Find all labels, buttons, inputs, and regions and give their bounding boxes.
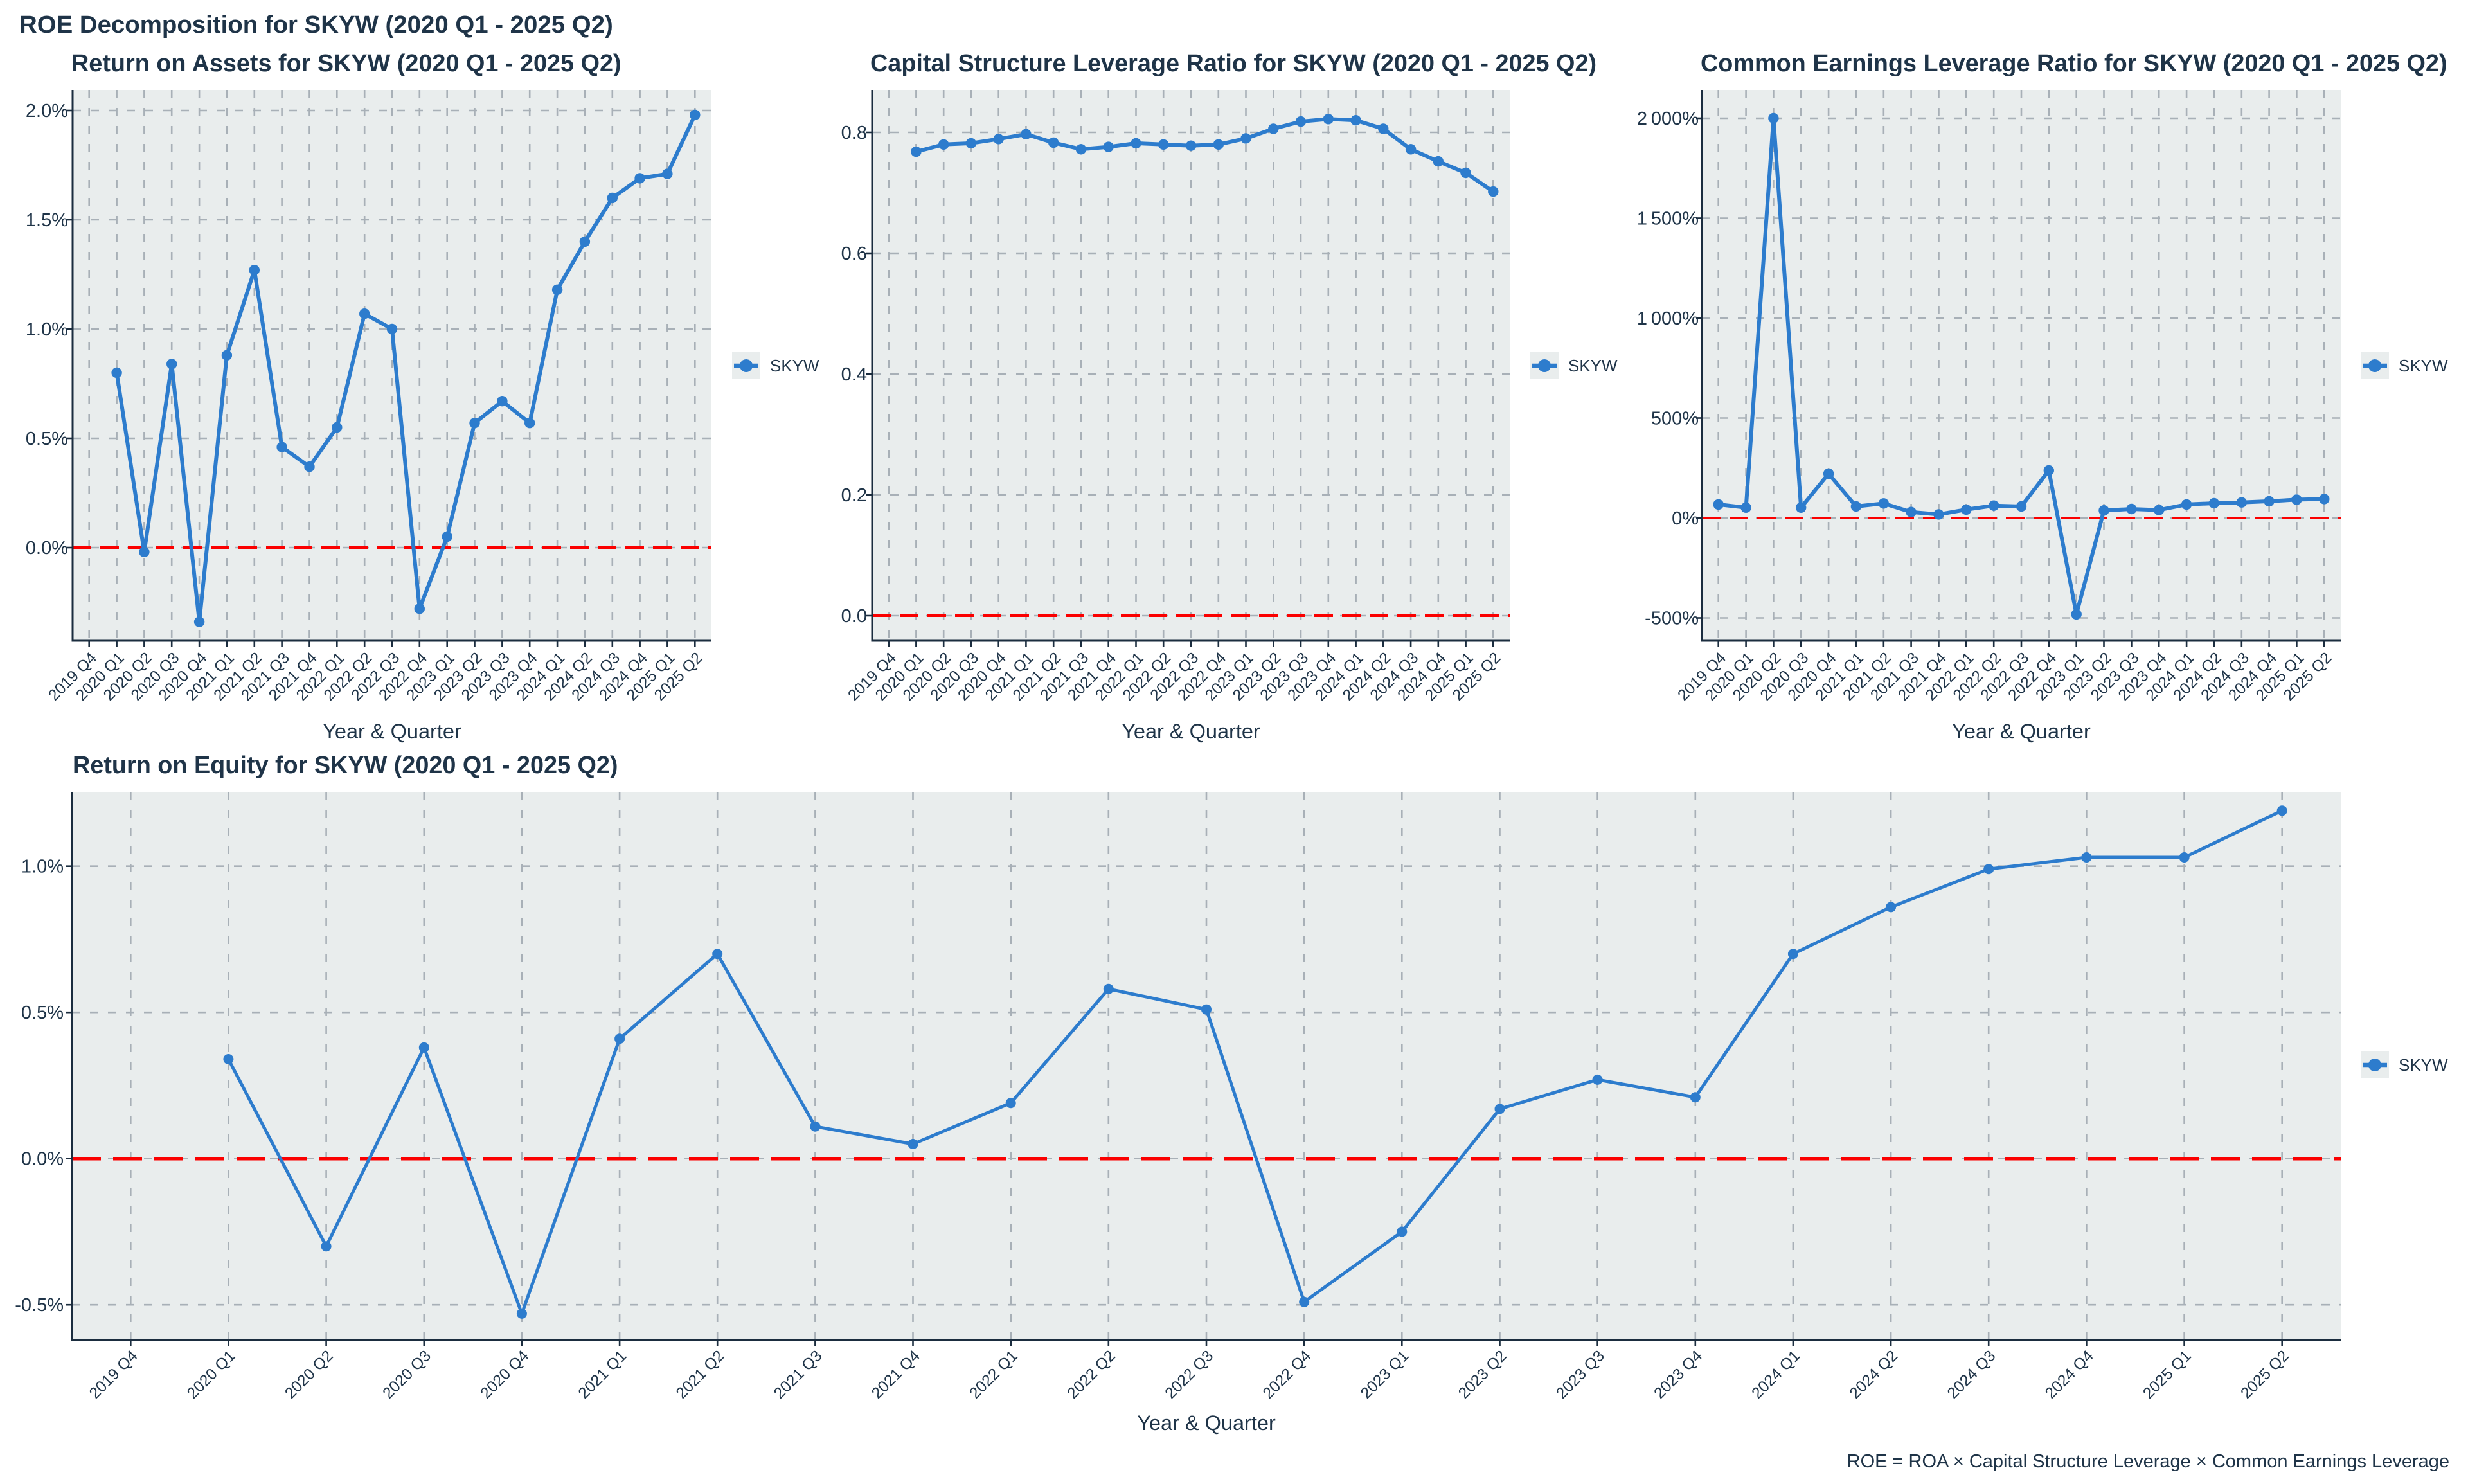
- svg-text:0.4: 0.4: [841, 364, 867, 385]
- svg-text:1.5%: 1.5%: [26, 210, 68, 231]
- svg-text:0.0: 0.0: [841, 606, 867, 627]
- svg-text:1 000%: 1 000%: [1637, 308, 1699, 329]
- svg-text:-0.5%: -0.5%: [15, 1295, 64, 1316]
- svg-text:0.6: 0.6: [841, 244, 867, 264]
- svg-text:ROE = ROA × Capital Structure: ROE = ROA × Capital Structure Leverage ×…: [1847, 1451, 2449, 1472]
- svg-text:SKYW: SKYW: [770, 356, 819, 375]
- svg-text:ROE Decomposition for SKYW (20: ROE Decomposition for SKYW (2020 Q1 - 20…: [19, 11, 613, 39]
- svg-text:1.0%: 1.0%: [21, 857, 64, 877]
- svg-text:Common Earnings Leverage Ratio: Common Earnings Leverage Ratio for SKYW …: [1701, 50, 2447, 77]
- svg-text:1.0%: 1.0%: [26, 319, 68, 340]
- svg-text:Capital Structure Leverage Rat: Capital Structure Leverage Ratio for SKY…: [870, 50, 1596, 77]
- svg-text:0.0%: 0.0%: [26, 538, 68, 559]
- svg-text:SKYW: SKYW: [1568, 356, 1618, 375]
- svg-text:SKYW: SKYW: [2399, 356, 2448, 375]
- svg-text:0.5%: 0.5%: [26, 429, 68, 449]
- svg-text:0.5%: 0.5%: [21, 1003, 64, 1023]
- svg-text:Return on Equity for SKYW (202: Return on Equity for SKYW (2020 Q1 - 202…: [73, 752, 618, 779]
- svg-text:0.8: 0.8: [841, 123, 867, 143]
- svg-text:0.2: 0.2: [841, 485, 867, 506]
- svg-text:2 000%: 2 000%: [1637, 109, 1699, 129]
- svg-text:Return on Assets for SKYW (202: Return on Assets for SKYW (2020 Q1 - 202…: [71, 50, 621, 77]
- svg-text:2.0%: 2.0%: [26, 101, 68, 121]
- svg-text:-500%: -500%: [1645, 609, 1699, 629]
- svg-text:0.0%: 0.0%: [21, 1149, 64, 1170]
- svg-text:Year & Quarter: Year & Quarter: [1137, 1411, 1276, 1435]
- svg-text:500%: 500%: [1651, 409, 1699, 429]
- svg-text:Year & Quarter: Year & Quarter: [1952, 720, 2091, 743]
- svg-text:SKYW: SKYW: [2399, 1055, 2448, 1075]
- svg-text:Year & Quarter: Year & Quarter: [323, 720, 461, 743]
- svg-text:0%: 0%: [1672, 508, 1699, 529]
- svg-text:Year & Quarter: Year & Quarter: [1122, 720, 1260, 743]
- svg-text:1 500%: 1 500%: [1637, 209, 1699, 229]
